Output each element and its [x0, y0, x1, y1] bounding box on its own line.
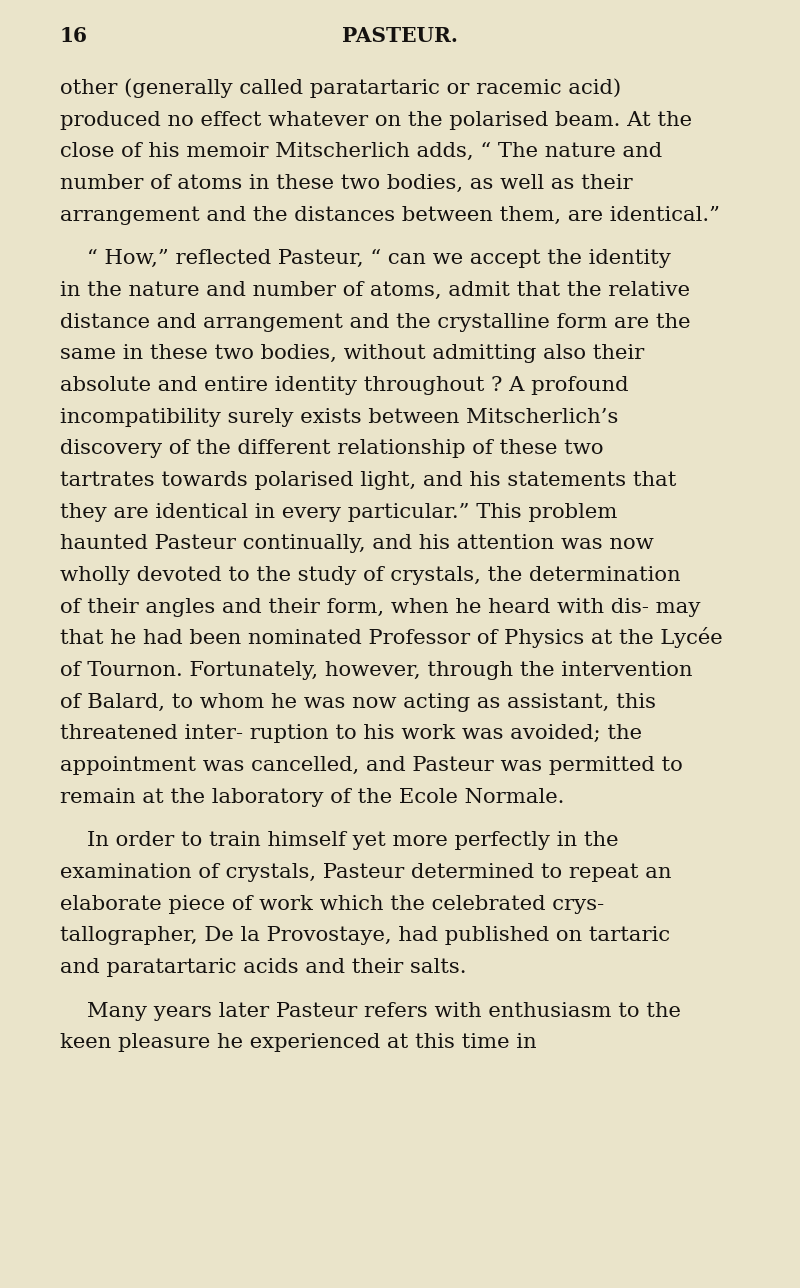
Text: number of atoms in these two bodies, as well as their: number of atoms in these two bodies, as …	[60, 174, 633, 193]
Text: examination of crystals, Pasteur determined to repeat an: examination of crystals, Pasteur determi…	[60, 863, 671, 882]
Text: incompatibility surely exists between Mitscherlich’s: incompatibility surely exists between Mi…	[60, 408, 618, 426]
Text: haunted Pasteur continually, and his attention was now: haunted Pasteur continually, and his att…	[60, 535, 654, 554]
Text: remain at the laboratory of the Ecole Normale.: remain at the laboratory of the Ecole No…	[60, 788, 564, 806]
Text: of their angles and their form, when he heard with dis- may: of their angles and their form, when he …	[60, 598, 701, 617]
Text: in the nature and number of atoms, admit that the relative: in the nature and number of atoms, admit…	[60, 281, 690, 300]
Text: appointment was cancelled, and Pasteur was permitted to: appointment was cancelled, and Pasteur w…	[60, 756, 682, 775]
Text: arrangement and the distances between them, are identical.”: arrangement and the distances between th…	[60, 206, 720, 224]
Text: discovery of the different relationship of these two: discovery of the different relationship …	[60, 439, 603, 459]
Text: PASTEUR.: PASTEUR.	[342, 26, 458, 46]
Text: wholly devoted to the study of crystals, the determination: wholly devoted to the study of crystals,…	[60, 565, 681, 585]
Text: threatened inter- ruption to his work was avoided; the: threatened inter- ruption to his work wa…	[60, 724, 642, 743]
Text: In order to train himself yet more perfectly in the: In order to train himself yet more perfe…	[60, 831, 618, 850]
Text: tartrates towards polarised light, and his statements that: tartrates towards polarised light, and h…	[60, 471, 676, 489]
Text: Many years later Pasteur refers with enthusiasm to the: Many years later Pasteur refers with ent…	[60, 1002, 681, 1021]
Text: other (generally called paratartaric or racemic acid): other (generally called paratartaric or …	[60, 79, 621, 98]
Text: “ How,” reflected Pasteur, “ can we accept the identity: “ How,” reflected Pasteur, “ can we acce…	[60, 250, 671, 268]
Text: elaborate piece of work which the celebrated crys-: elaborate piece of work which the celebr…	[60, 895, 604, 913]
Text: that he had been nominated Professor of Physics at the Lycée: that he had been nominated Professor of …	[60, 627, 722, 648]
Text: 16: 16	[60, 26, 88, 46]
Text: absolute and entire identity throughout ? A profound: absolute and entire identity throughout …	[60, 376, 629, 395]
Text: close of his memoir Mitscherlich adds, “ The nature and: close of his memoir Mitscherlich adds, “…	[60, 143, 662, 161]
Text: and paratartaric acids and their salts.: and paratartaric acids and their salts.	[60, 958, 466, 978]
Text: of Balard, to whom he was now acting as assistant, this: of Balard, to whom he was now acting as …	[60, 693, 656, 712]
Text: of Tournon. Fortunately, however, through the intervention: of Tournon. Fortunately, however, throug…	[60, 661, 693, 680]
Text: keen pleasure he experienced at this time in: keen pleasure he experienced at this tim…	[60, 1033, 537, 1052]
Text: tallographer, De la Provostaye, had published on tartaric: tallographer, De la Provostaye, had publ…	[60, 926, 670, 945]
Text: distance and arrangement and the crystalline form are the: distance and arrangement and the crystal…	[60, 313, 690, 332]
Text: produced no effect whatever on the polarised beam. At the: produced no effect whatever on the polar…	[60, 111, 692, 130]
Text: same in these two bodies, without admitting also their: same in these two bodies, without admitt…	[60, 344, 644, 363]
Text: they are identical in every particular.” This problem: they are identical in every particular.”…	[60, 502, 618, 522]
